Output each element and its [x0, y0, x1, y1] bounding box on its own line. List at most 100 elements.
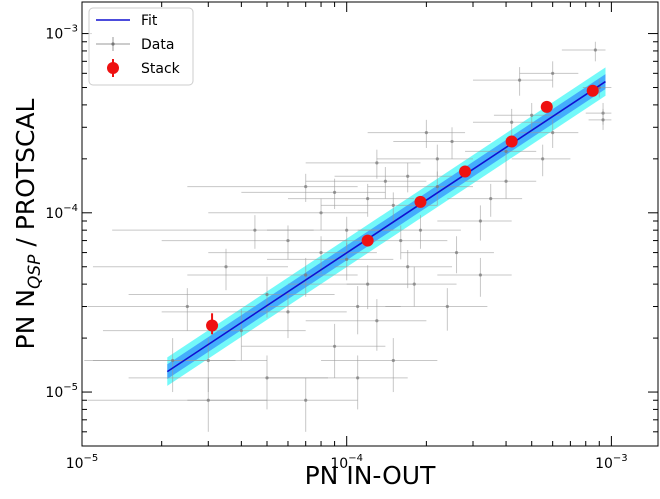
data-point-marker	[435, 185, 439, 189]
data-point-marker	[224, 265, 228, 269]
y-tick-label-base: 10	[45, 27, 63, 43]
data-point	[385, 288, 488, 331]
legend-entry: Fit	[96, 13, 158, 29]
data-point-marker	[265, 292, 269, 297]
data-point-marker	[406, 174, 410, 178]
data-point-marker	[601, 118, 605, 122]
stack-point-marker	[361, 234, 374, 247]
data-point-marker	[304, 273, 308, 277]
data-point-marker	[319, 211, 323, 215]
data-point	[241, 178, 386, 210]
data-point-marker	[356, 304, 360, 309]
data-point-marker	[445, 304, 449, 309]
legend-entry: Stack	[107, 59, 181, 77]
data-point	[267, 355, 408, 410]
data-point-marker	[345, 228, 349, 232]
data-point	[112, 215, 314, 249]
data-point	[437, 205, 512, 241]
x-tick-label: 10−5	[66, 453, 99, 472]
y-axis-title-prefix: PN N	[11, 289, 40, 349]
x-tick-label-exp: −4	[348, 453, 363, 464]
data-point	[208, 236, 377, 274]
stack-point	[459, 165, 472, 178]
data-point-marker	[391, 203, 395, 207]
stack-point	[540, 100, 553, 113]
y-axis-title-subscript: QSP	[25, 254, 45, 289]
data-point	[400, 236, 494, 274]
data-point	[305, 299, 427, 351]
data-point-marker	[510, 120, 514, 124]
data-point	[472, 67, 553, 96]
data-point-marker	[530, 113, 534, 117]
x-tick-label-base: 10	[595, 456, 613, 472]
data-point-marker	[383, 179, 387, 183]
data-point-marker	[391, 358, 395, 363]
data-point-marker	[504, 149, 508, 154]
data-point-marker	[366, 197, 370, 201]
data-point-marker	[551, 71, 555, 75]
data-point-marker	[185, 304, 189, 309]
legend-label: Fit	[141, 13, 158, 29]
x-tick-label-exp: −3	[613, 453, 628, 464]
data-point	[493, 102, 561, 130]
stack-point-marker	[206, 319, 219, 332]
data-point-marker	[319, 250, 323, 255]
legend-label: Stack	[141, 61, 181, 77]
data-point-marker	[541, 157, 545, 161]
legend: Fit Data Stack	[88, 7, 194, 86]
data-point	[305, 167, 427, 199]
legend-data-marker	[111, 42, 115, 46]
data-point	[92, 248, 288, 291]
x-tick-label-exp: −5	[84, 453, 99, 464]
stack-point	[206, 313, 219, 335]
data-point-marker	[206, 398, 210, 402]
data-point-marker	[265, 376, 269, 380]
data-point	[187, 173, 358, 202]
data-point	[84, 338, 236, 393]
fit-line	[166, 80, 606, 373]
data-point	[87, 377, 268, 432]
data-point-marker	[356, 376, 360, 380]
x-tick-label-base: 10	[330, 456, 348, 472]
data-point	[367, 119, 466, 148]
data-point-marker	[454, 250, 459, 255]
stack-point-marker	[505, 135, 518, 148]
axes: 10−5 10−4 10−310−510−410−3	[45, 2, 658, 472]
data-point-marker	[345, 257, 349, 261]
data-point	[472, 108, 543, 139]
stack-point	[361, 234, 374, 247]
data-point	[161, 292, 347, 339]
data-point-marker	[478, 219, 483, 223]
data-point-marker	[424, 131, 428, 135]
data-point	[128, 276, 335, 318]
legend-stack-marker	[107, 62, 119, 74]
y-tick-label: 10−3	[45, 24, 78, 43]
y-axis-title: PN NQSP / PROTSCAL	[11, 98, 45, 349]
data-point	[267, 286, 401, 335]
x-tick-label: 10−3	[595, 453, 628, 472]
stack-point	[505, 135, 518, 148]
legend-entry: Data	[96, 37, 174, 53]
data-point-marker	[332, 190, 337, 194]
y-tick-label-exp: −5	[63, 382, 78, 393]
data-point	[519, 61, 579, 88]
data-point-marker	[450, 139, 454, 144]
data-point-marker	[435, 157, 439, 161]
y-tick-label-base: 10	[45, 206, 63, 222]
data-point	[465, 167, 537, 199]
data-point-marker	[375, 161, 379, 165]
y-tick-label-exp: −4	[63, 203, 78, 214]
data-point	[588, 108, 612, 130]
data-point-marker	[171, 358, 175, 363]
x-tick-label-base: 10	[66, 456, 84, 472]
y-tick-label: 10−4	[45, 203, 78, 222]
data-point	[334, 162, 453, 193]
stack-point	[586, 84, 599, 97]
data-point	[305, 149, 421, 179]
stack-point-marker	[459, 165, 472, 178]
stack-point-marker	[540, 100, 553, 113]
data-point	[287, 265, 415, 310]
data-point	[102, 309, 306, 361]
data-point	[437, 257, 512, 297]
